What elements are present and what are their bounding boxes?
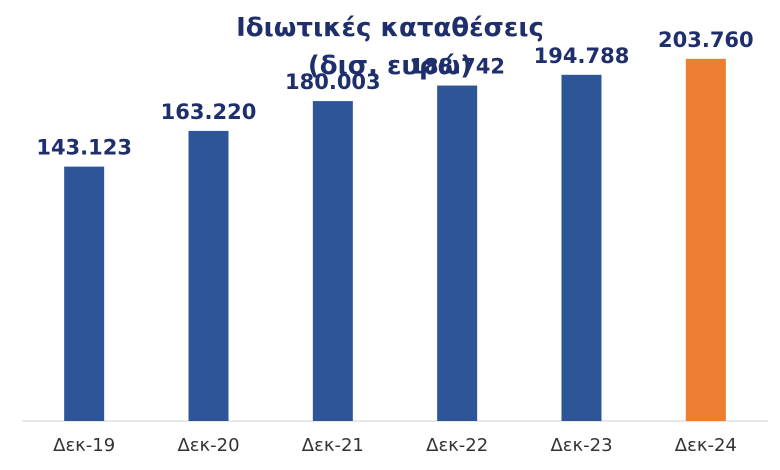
x-tick-label-0: Δεκ-19 — [53, 435, 115, 456]
x-tick-label-3: Δεκ-22 — [426, 435, 488, 456]
bar-2 — [312, 101, 353, 422]
data-label-1: 163.220 — [161, 100, 257, 124]
chart-title: Ιδιωτικές καταθέσεις — [236, 13, 544, 43]
data-label-4: 194.788 — [534, 44, 630, 68]
x-tick-label-4: Δεκ-23 — [550, 435, 612, 456]
bar-5 — [685, 58, 726, 421]
bar-1 — [188, 130, 229, 421]
data-label-2: 180.003 — [285, 70, 381, 94]
x-tick-label-1: Δεκ-20 — [177, 435, 239, 456]
x-tick-label-2: Δεκ-21 — [302, 435, 364, 456]
data-label-3: 188.742 — [409, 55, 505, 79]
chart-subtitle: (δισ. ευρώ) — [307, 51, 473, 81]
data-label-5: 203.760 — [658, 28, 754, 52]
bar-4 — [561, 74, 602, 422]
bar-0 — [64, 166, 105, 421]
x-tick-label-5: Δεκ-24 — [675, 435, 737, 456]
bar-3 — [437, 85, 478, 422]
data-label-0: 143.123 — [36, 136, 132, 160]
